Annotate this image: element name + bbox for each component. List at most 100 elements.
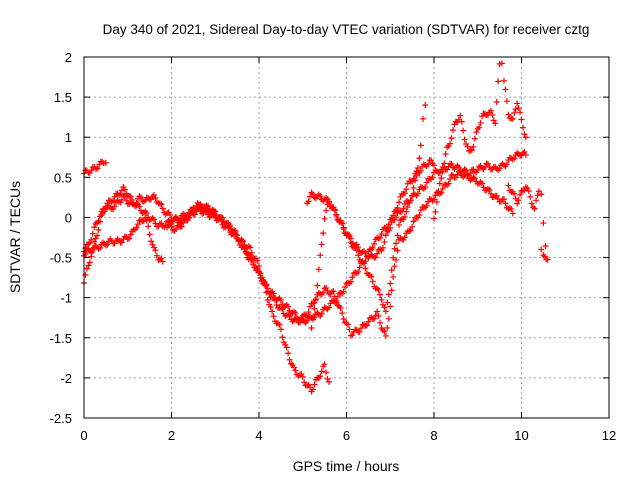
x-tick-label: 2 <box>168 428 175 443</box>
data-point <box>321 215 328 222</box>
data-point <box>292 367 299 374</box>
data-point <box>86 259 93 266</box>
data-point <box>531 205 538 212</box>
data-point <box>104 241 111 248</box>
data-point <box>501 77 507 84</box>
data-point <box>378 296 385 303</box>
data-point <box>167 211 174 218</box>
chart-title: Day 340 of 2021, Sidereal Day-to-day VTE… <box>103 22 590 37</box>
data-point <box>457 112 464 119</box>
data-point <box>323 284 330 291</box>
data-point <box>371 240 378 247</box>
data-point <box>277 326 284 333</box>
data-point <box>353 270 360 277</box>
data-point <box>97 244 104 251</box>
data-point <box>204 203 211 210</box>
data-point <box>409 192 416 199</box>
data-point <box>95 218 102 225</box>
data-point <box>422 102 429 109</box>
data-point <box>525 187 532 194</box>
data-point <box>517 191 524 198</box>
data-point <box>410 184 417 191</box>
data-point <box>94 219 101 226</box>
data-point <box>489 111 496 118</box>
data-point <box>527 193 534 200</box>
data-point <box>301 379 308 386</box>
data-point <box>272 297 279 304</box>
data-point <box>505 111 512 118</box>
data-point <box>347 278 354 285</box>
data-point <box>143 217 150 224</box>
data-point <box>541 253 548 260</box>
data-point <box>349 274 356 281</box>
data-point <box>390 212 397 219</box>
data-point <box>387 280 394 287</box>
data-point <box>299 373 306 380</box>
data-point <box>484 160 491 167</box>
data-point <box>426 175 433 182</box>
data-point <box>397 217 404 224</box>
data-point <box>140 198 147 205</box>
data-point <box>311 194 318 201</box>
data-point <box>293 316 300 323</box>
data-point <box>356 264 363 271</box>
data-point <box>149 241 156 248</box>
y-tick-label: 2 <box>65 50 72 65</box>
data-point <box>477 119 484 126</box>
data-point <box>314 282 321 289</box>
data-point <box>522 151 529 158</box>
data-point <box>143 209 150 216</box>
data-point <box>502 200 509 207</box>
data-point <box>407 227 414 234</box>
data-point <box>384 299 391 306</box>
data-point <box>540 220 547 227</box>
data-point <box>82 271 89 278</box>
series-8 <box>505 182 551 263</box>
data-point <box>347 235 354 242</box>
data-point <box>403 208 410 215</box>
data-point <box>88 167 95 174</box>
data-point <box>401 234 408 241</box>
data-point <box>458 118 465 125</box>
data-point <box>126 235 133 242</box>
data-point <box>416 211 423 218</box>
data-point <box>438 175 445 182</box>
data-point <box>371 315 378 322</box>
data-point <box>460 127 467 134</box>
data-point <box>431 196 437 203</box>
data-point <box>85 241 92 248</box>
data-point <box>349 332 356 339</box>
x-tick-label: 10 <box>514 428 528 443</box>
data-point <box>312 297 319 304</box>
data-point <box>137 194 144 201</box>
data-point <box>151 244 157 251</box>
data-point <box>228 226 235 233</box>
data-point <box>89 248 96 255</box>
data-point <box>423 179 430 186</box>
data-point <box>372 254 379 261</box>
data-point <box>493 192 500 199</box>
data-point <box>358 325 365 332</box>
data-point <box>305 309 312 316</box>
data-point <box>158 201 165 208</box>
data-point <box>511 110 518 117</box>
data-point <box>102 159 109 166</box>
data-point <box>498 60 505 67</box>
series-6 <box>308 157 437 331</box>
data-point <box>365 318 372 325</box>
data-point <box>311 381 318 388</box>
data-point <box>514 100 521 107</box>
data-point <box>247 244 254 251</box>
series-0 <box>81 158 109 177</box>
data-point <box>288 360 295 367</box>
data-point <box>517 109 524 116</box>
data-point <box>423 202 430 209</box>
data-point <box>250 259 257 266</box>
data-point <box>212 208 219 215</box>
data-point <box>474 167 481 174</box>
x-axis-label: GPS time / hours <box>293 458 400 474</box>
data-point <box>234 232 241 239</box>
data-point <box>344 279 351 286</box>
data-point <box>439 168 446 175</box>
data-point <box>407 197 414 204</box>
